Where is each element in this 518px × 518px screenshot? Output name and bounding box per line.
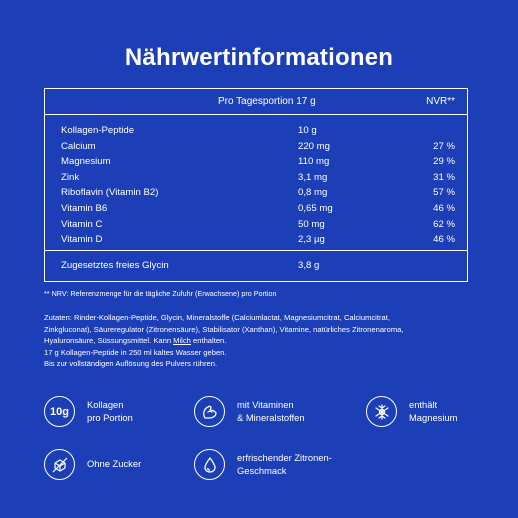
ingredients-text: Zutaten: Rinder-Kollagen-Peptide, Glycin…	[44, 312, 474, 370]
feature-label: Kollagen pro Portion	[87, 399, 133, 423]
nutrient-amount: 3,1 mg	[298, 171, 328, 183]
nutrient-amount: 0,65 mg	[298, 202, 333, 214]
nutrient-nvr: 27 %	[433, 140, 455, 152]
nutrient-nvr: 46 %	[433, 202, 455, 214]
preparation-line: 17 g Kollagen-Peptide in 250 ml kaltes W…	[44, 347, 227, 357]
droplet-icon	[194, 449, 225, 480]
ingredients-line: Hyaluronsäure, Süssungsmittel. Kann Milc…	[44, 335, 474, 347]
table-row: Zink 3,1 mg 31 %	[45, 170, 467, 186]
icon-text: 10g	[50, 405, 69, 418]
table-row: Vitamin D 2,3 µg 46 %	[45, 232, 467, 248]
feature-magnesium: enthält Magnesium	[366, 396, 457, 427]
nutrient-name: Vitamin C	[61, 218, 103, 230]
feature-label: enthält Magnesium	[409, 399, 458, 423]
magnesium-icon	[366, 396, 397, 427]
nutrient-rows: Kollagen-Peptide 10 g Calcium 220 mg 27 % M…	[45, 123, 467, 248]
nutrient-amount: 50 mg	[298, 218, 325, 230]
feature-label: erfrischender Zitronen- Geschmack	[237, 452, 332, 476]
nutrient-amount: 110 mg	[298, 156, 330, 168]
10g-badge-icon: 10g	[44, 396, 75, 427]
ingredients-text-part: enthalten.	[190, 336, 227, 346]
nutrient-name: Riboflavin (Vitamin B2)	[61, 187, 159, 199]
allergen-milk: Milch	[173, 336, 191, 346]
nutrient-nvr: 31 %	[433, 171, 455, 183]
nrv-footnote: ** NRV: Referenzmenge für die tägliche Z…	[44, 289, 277, 298]
nutrient-amount: 0,8 mg	[298, 187, 328, 199]
table-row: Vitamin B6 0,65 mg 46 %	[45, 201, 467, 217]
feature-collagen: 10g Kollagen pro Portion	[44, 396, 133, 427]
header-divider	[45, 114, 467, 115]
nutrient-name: Vitamin B6	[61, 202, 108, 214]
feature-label: Ohne Zucker	[87, 458, 142, 470]
ingredients-line: Zinkgluconat), Säureregulator (Zitronens…	[44, 324, 404, 334]
flexed-arm-icon	[194, 396, 225, 427]
nutrient-name: Calcium	[61, 140, 96, 152]
ingredients-line: Zutaten: Rinder-Kollagen-Peptide, Glycin…	[44, 313, 390, 322]
no-sugar-icon	[44, 449, 75, 480]
table-row: Magnesium 110 mg 29 %	[45, 154, 467, 170]
table-row: Riboflavin (Vitamin B2) 0,8 mg 57 %	[45, 185, 467, 201]
header-nvr: NVR**	[426, 96, 455, 107]
nutrient-amount: 10 g	[298, 125, 317, 136]
table-row: Vitamin C 50 mg 62 %	[45, 217, 467, 233]
nutrient-nvr: 46 %	[433, 234, 455, 246]
feature-no-sugar: Ohne Zucker	[44, 449, 141, 480]
header-amount: Pro Tagesportion 17 g	[218, 96, 316, 107]
feature-lemon-taste: erfrischender Zitronen- Geschmack	[194, 449, 332, 480]
table-row: Kollagen-Peptide 10 g	[45, 123, 467, 139]
ingredients-text-part: Hyaluronsäure, Süssungsmittel. Kann	[44, 336, 174, 346]
nutrient-name: Magnesium	[61, 156, 111, 168]
feature-label: mit Vitaminen & Mineralstoffen	[237, 399, 305, 423]
nutrition-table: Pro Tagesportion 17 g NVR** Kollagen-Pep…	[44, 88, 468, 282]
nutrient-name: Zink	[61, 171, 80, 183]
nutrient-nvr: 62 %	[433, 218, 455, 230]
nutrient-amount: 220 mg	[298, 140, 330, 152]
nutrient-amount: 2,3 µg	[298, 234, 325, 246]
nutrient-name: Vitamin D	[61, 234, 103, 246]
glycin-divider	[45, 250, 467, 251]
nutrient-nvr: 29 %	[433, 156, 455, 168]
glycin-amount: 3,8 g	[298, 260, 320, 271]
nutrient-name: Kollagen-Peptide	[61, 125, 135, 136]
preparation-line: Bis zur vollständigen Auflösung des Pulv…	[44, 359, 218, 369]
nutrient-nvr: 57 %	[433, 187, 455, 199]
page-title: Nährwertinformationen	[124, 44, 394, 71]
table-row: Calcium 220 mg 27 %	[45, 139, 467, 155]
feature-vitamins: mit Vitaminen & Mineralstoffen	[194, 396, 305, 427]
glycin-name: Zugesetztes freies Glycin	[61, 260, 169, 271]
